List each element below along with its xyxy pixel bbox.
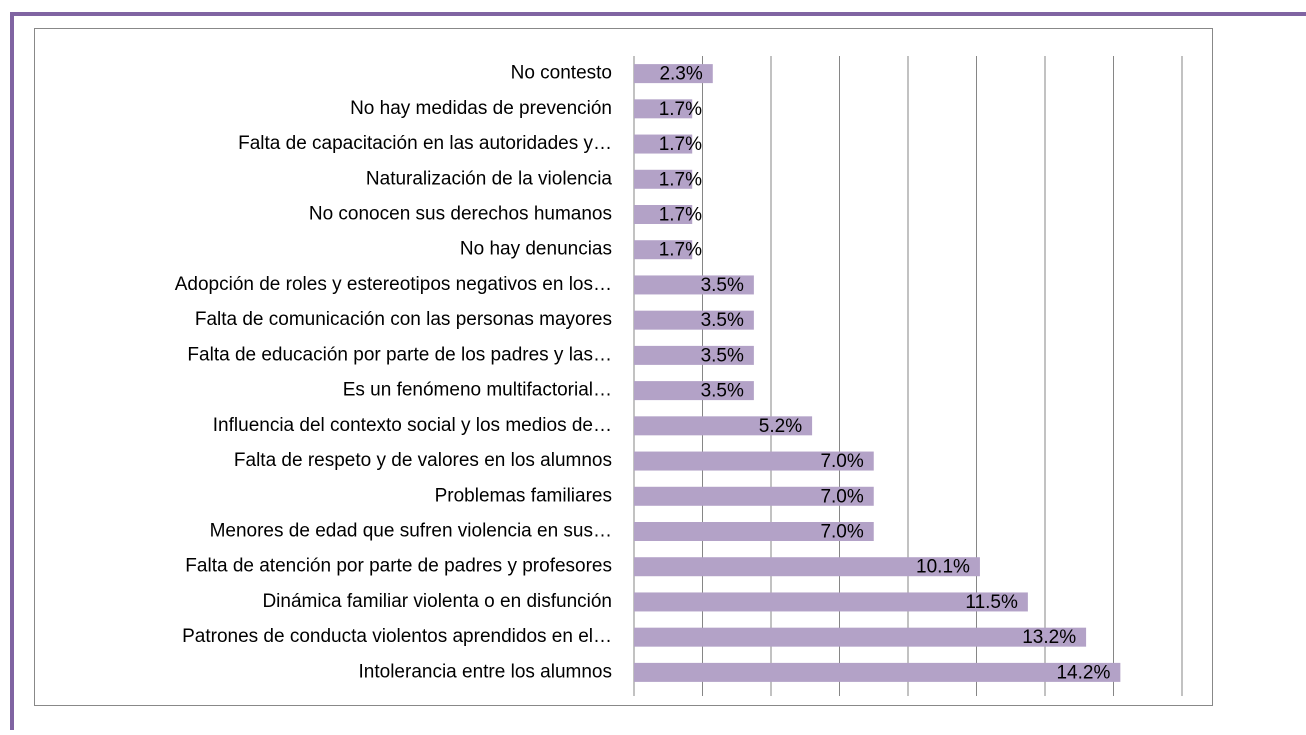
bar [634, 416, 813, 436]
data-label: 1.7% [659, 99, 702, 120]
y-tick-label: No hay denuncias [460, 239, 612, 260]
y-tick-label: Dinámica familiar violenta o en disfunci… [262, 591, 612, 612]
bar [634, 64, 713, 84]
bar [634, 486, 874, 506]
bar [634, 205, 693, 224]
y-tick-label: Influencia del contexto social y los med… [213, 415, 612, 436]
y-tick-label: Problemas familiares [435, 485, 612, 506]
y-tick-label: Intolerancia entre los alumnos [359, 661, 612, 682]
top-border [12, 12, 1306, 16]
bar [634, 522, 874, 541]
bar [634, 451, 874, 471]
y-tick-label: Falta de capacitación en las autoridades… [238, 133, 612, 154]
data-label: 7.0% [820, 522, 863, 543]
y-tick-label: Falta de educación por parte de los padr… [187, 344, 612, 365]
y-tick-label: Es un fenómeno multifactorial… [343, 380, 612, 401]
chart-frame [34, 28, 1213, 706]
y-tick-label: Menores de edad que sufren violencia en … [210, 521, 612, 542]
data-label: 3.5% [701, 310, 744, 331]
bar [634, 310, 754, 330]
data-label: 3.5% [701, 345, 744, 366]
bar [634, 557, 980, 577]
bar [634, 240, 693, 260]
data-label: 1.7% [659, 169, 702, 190]
y-tick-label: No hay medidas de prevención [350, 98, 612, 119]
y-tick-label: No conocen sus derechos humanos [309, 204, 612, 225]
left-border [10, 12, 14, 730]
y-tick-label: Falta de comunicación con las personas m… [195, 309, 612, 330]
data-label: 1.7% [659, 240, 702, 261]
bar [634, 134, 693, 154]
bar [634, 627, 1087, 647]
y-tick-label: Falta de respeto y de valores en los alu… [234, 450, 612, 471]
data-label: 2.3% [659, 64, 702, 85]
data-label: 10.1% [916, 557, 970, 578]
data-label: 1.7% [659, 205, 702, 226]
data-label: 3.5% [701, 381, 744, 402]
data-label: 3.5% [701, 275, 744, 296]
bar [634, 345, 754, 365]
y-tick-label: Adopción de roles y estereotipos negativ… [175, 274, 612, 295]
bar [634, 99, 693, 119]
y-tick-label: Patrones de conducta violentos aprendido… [182, 626, 612, 647]
y-tick-label: Falta de atención por parte de padres y … [185, 556, 612, 577]
bar [634, 275, 754, 295]
bar [634, 381, 754, 401]
data-label: 11.5% [965, 592, 1018, 613]
y-tick-label: Naturalización de la violencia [366, 168, 613, 189]
y-tick-label: No contesto [511, 63, 612, 84]
bar [634, 592, 1028, 612]
data-label: 13.2% [1022, 627, 1076, 648]
data-label: 5.2% [759, 416, 802, 437]
bar [634, 169, 693, 189]
data-label: 7.0% [820, 451, 863, 472]
data-label: 7.0% [820, 486, 863, 507]
data-label: 14.2% [1056, 662, 1110, 683]
data-label: 1.7% [659, 134, 702, 155]
bar [634, 662, 1121, 682]
